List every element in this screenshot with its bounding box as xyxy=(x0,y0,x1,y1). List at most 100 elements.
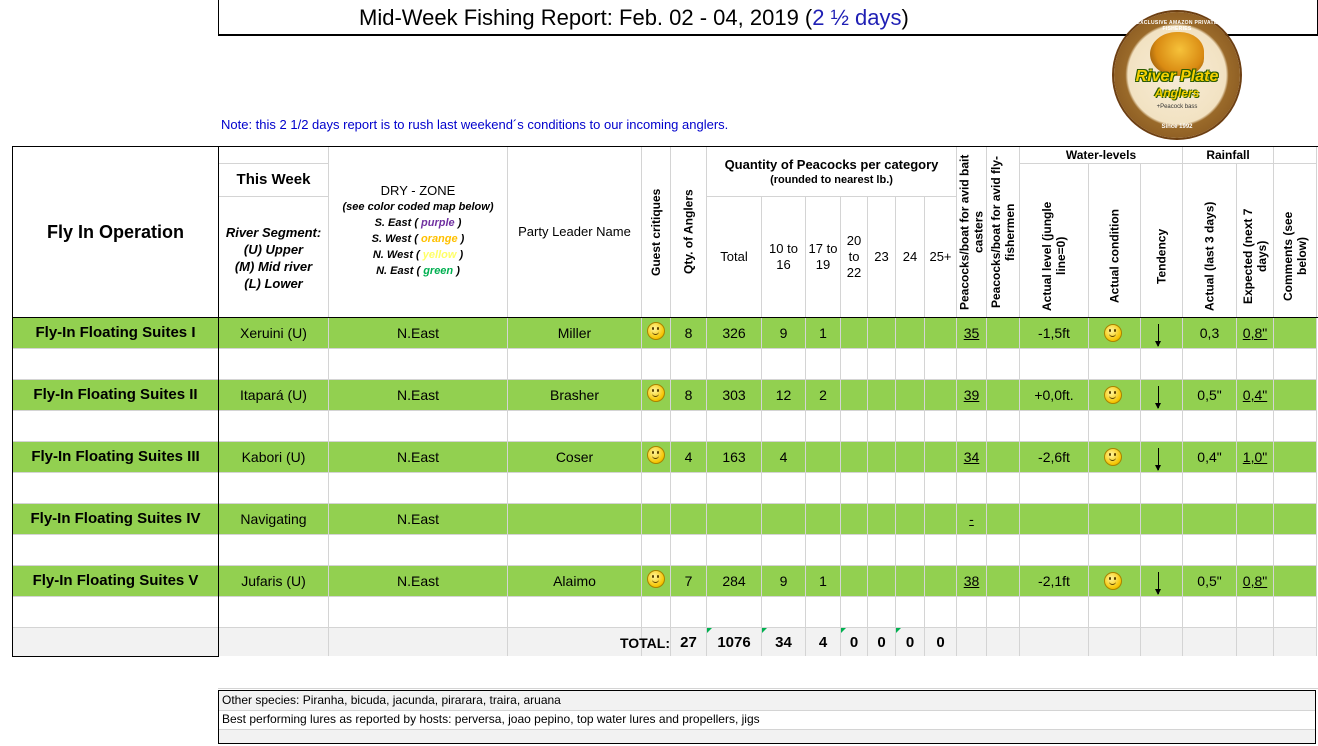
row-4-rain xyxy=(1183,504,1236,534)
row-1-leader: Miller xyxy=(557,325,592,341)
header-rainfall: Rainfall xyxy=(1206,148,1250,162)
row-2-total: 303 xyxy=(722,387,746,403)
row-5-leader: Alaimo xyxy=(553,573,596,589)
row-5-segment: Jufaris (U) xyxy=(241,573,306,589)
row-2-rain: 0,5" xyxy=(1197,387,1222,403)
row-4-c17 xyxy=(806,504,840,534)
row-1-total: 326 xyxy=(722,325,746,341)
row-2-exp: 0,4" xyxy=(1242,387,1268,403)
zone-ne: N. East ( green ) xyxy=(376,265,460,277)
row-3-bait: 34 xyxy=(963,449,980,465)
segment-mid: (M) Mid river xyxy=(234,259,313,274)
row-3-c17 xyxy=(806,442,840,472)
other-species: Other species: Piranha, bicuda, jacunda,… xyxy=(222,693,561,707)
segment-upper: (U) Upper xyxy=(243,242,304,257)
zone-se: S. East ( purple ) xyxy=(374,217,462,229)
row-3-anglers: 4 xyxy=(684,449,693,465)
row-5-level: -2,1ft xyxy=(1038,573,1070,589)
header-pcb-bait: Peacocks/boat for avid bait casters xyxy=(957,154,986,310)
row-5-zone: N.East xyxy=(396,573,439,589)
total-23: 0 xyxy=(877,634,886,651)
row-4-exp xyxy=(1237,504,1273,534)
row-2-segment: Itapará (U) xyxy=(240,387,307,403)
map-note: (see color coded map below) xyxy=(342,201,494,213)
row-bg-3 xyxy=(13,442,1317,472)
row-5-bait: 38 xyxy=(963,573,980,589)
best-lures: Best performing lures as reported by hos… xyxy=(222,712,760,726)
zone-sw: S. West ( orange ) xyxy=(371,233,465,245)
zone-nw: N. West ( yellow ) xyxy=(372,249,464,261)
total-10-to-16: 34 xyxy=(775,634,792,651)
report-note: Note: this 2 1/2 days report is to rush … xyxy=(221,117,729,132)
quantity-subtitle: (rounded to nearest lb.) xyxy=(770,174,893,186)
total-peacocks: 1076 xyxy=(717,634,751,651)
row-4-bait: - xyxy=(969,511,974,527)
row-4-leader xyxy=(508,504,641,534)
footer-line3-bg xyxy=(219,729,1315,743)
header-total: Total xyxy=(720,249,748,264)
header-25-plus: 25+ xyxy=(929,249,952,264)
header-party-leader: Party Leader Name xyxy=(518,224,631,239)
row-3-exp: 1,0" xyxy=(1242,449,1268,465)
logo-name-line2: Anglers xyxy=(1154,86,1200,100)
dry-zone-label: DRY - ZONE xyxy=(380,183,456,198)
header-23: 23 xyxy=(874,249,889,264)
river-segment-label: River Segment: xyxy=(225,225,322,240)
row-1-down-arrow-icon xyxy=(1155,324,1161,347)
header-actual-rain: Actual (last 3 days) xyxy=(1202,201,1217,311)
row-1-c17: 1 xyxy=(819,325,827,341)
row-bg-5 xyxy=(13,566,1317,596)
header-qty-anglers: Qty. of Anglers xyxy=(681,189,696,275)
header-17-to-19: 17 to 19 xyxy=(808,241,838,272)
row-5-name: Fly-In Floating Suites V xyxy=(32,572,199,589)
row-5-total: 284 xyxy=(722,573,746,589)
row-5-exp: 0,8" xyxy=(1242,573,1268,589)
total-17-to-19: 4 xyxy=(818,634,828,651)
row-2-anglers: 8 xyxy=(684,387,693,403)
row-1-name: Fly-In Floating Suites I xyxy=(35,324,196,341)
row-1-critique-smiley-icon xyxy=(647,322,665,340)
header-fly-in-operation: Fly In Operation xyxy=(46,222,184,242)
logo-since: Since 1992 xyxy=(1161,124,1193,130)
row-4-segment: Navigating xyxy=(240,511,307,527)
row-1-c10: 9 xyxy=(779,325,788,341)
river-plate-anglers-logo: EXCLUSIVE AMAZON PRIVATE FISHERIES River… xyxy=(1114,12,1240,138)
row-3-leader: Coser xyxy=(555,449,594,465)
header-24: 24 xyxy=(902,249,918,264)
logo-tagline: +Peacock bass xyxy=(1156,104,1198,110)
row-3-c10: 4 xyxy=(779,449,788,465)
row-1-rain: 0,3 xyxy=(1199,325,1220,341)
row-1-level: -1,5ft xyxy=(1038,325,1070,341)
header-actual-condition: Actual condition xyxy=(1107,209,1122,303)
row-2-zone: N.East xyxy=(396,387,439,403)
row-1-exp: 0,8" xyxy=(1242,325,1268,341)
row-3-level: -2,6ft xyxy=(1038,449,1070,465)
header-quantity: Quantity of Peacocks per category (round… xyxy=(707,157,956,187)
row-2-leader: Brasher xyxy=(549,387,600,403)
segment-lower: (L) Lower xyxy=(244,276,303,291)
row-3-name: Fly-In Floating Suites III xyxy=(31,448,200,465)
row-5-condition-smiley-icon xyxy=(1104,572,1122,590)
row-2-level: +0,0ft. xyxy=(1034,387,1074,403)
row-bg-2 xyxy=(13,380,1317,410)
row-4-anglers xyxy=(671,504,706,534)
row-5-c10: 9 xyxy=(779,573,788,589)
header-20-to-22: 20 to 22 xyxy=(846,233,862,280)
row-4-c10 xyxy=(762,504,805,534)
row-3-zone: N.East xyxy=(396,449,439,465)
row-5-down-arrow-icon xyxy=(1155,572,1161,595)
row-4-zone: N.East xyxy=(396,511,439,527)
header-guest-critiques: Guest critiques xyxy=(649,188,663,276)
footer-line1-bg xyxy=(219,691,1315,710)
row-1-anglers: 8 xyxy=(684,325,693,341)
row-1-condition-smiley-icon xyxy=(1104,324,1122,342)
total-label: TOTAL: xyxy=(619,635,670,651)
quantity-title: Quantity of Peacocks per category xyxy=(724,157,939,172)
row-4-total xyxy=(707,504,761,534)
header-expected-rain: Expected (next 7 days) xyxy=(1241,208,1269,304)
row-3-condition-smiley-icon xyxy=(1104,448,1122,466)
row-1-zone: N.East xyxy=(396,325,439,341)
logo-name-line1: River Plate xyxy=(1135,68,1219,85)
row-2-down-arrow-icon xyxy=(1155,386,1161,409)
